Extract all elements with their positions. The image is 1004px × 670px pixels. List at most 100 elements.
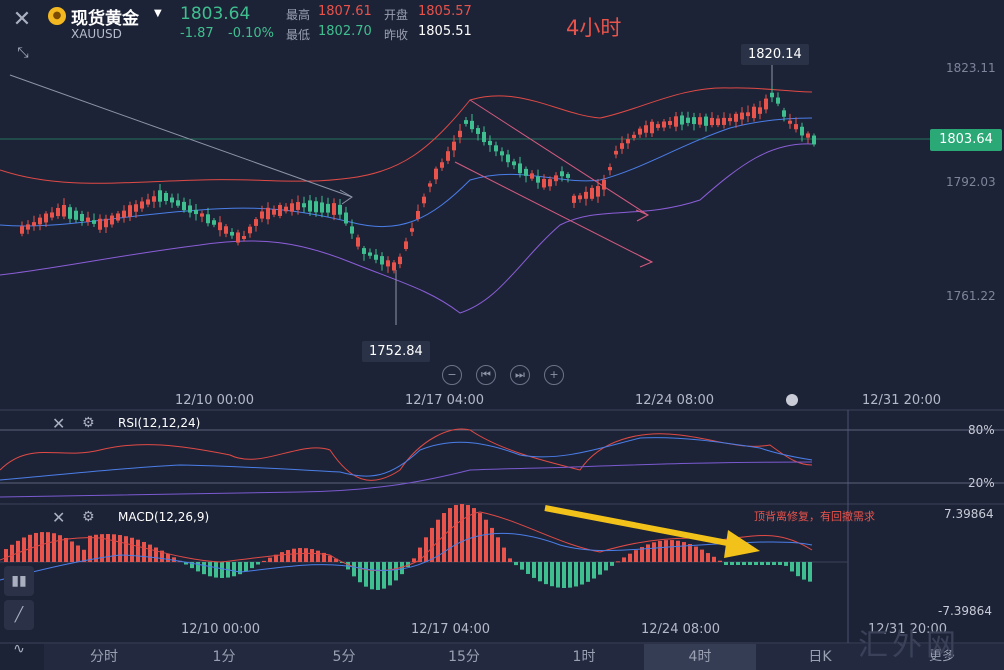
macd-bar [622,557,626,562]
macd-bar [562,562,566,588]
prev-icon[interactable]: ⏮ [476,365,496,385]
macd-bar [370,562,374,590]
macd-dea-line [0,532,813,581]
indicator-icon[interactable]: ∿ [13,641,25,657]
channel-upper-arrowhead [635,209,650,222]
macd-bar [454,505,458,562]
tab-4hour[interactable]: 4时 [644,644,756,670]
macd-bar [640,547,644,562]
macd-bar [616,561,620,563]
next-icon[interactable]: ⏭ [510,365,530,385]
zoom-in-icon[interactable]: + [544,365,564,385]
draw-line-icon[interactable]: ╱ [4,600,34,630]
macd-bar [688,544,692,562]
candle-body [800,126,804,136]
last-price: 1803.64 [180,4,251,24]
instrument-name[interactable]: 现货黄金 [71,9,139,29]
tab-15min[interactable]: 15分 [448,649,480,665]
tab-5min[interactable]: 5分 [332,649,356,665]
macd-bar [262,560,266,562]
tab-1min[interactable]: 1分 [212,649,236,665]
candle-body [548,179,552,187]
candle-body [230,231,234,236]
candle-body [194,209,198,215]
macd-bar [430,527,434,562]
candle-body [218,222,222,231]
macd-bar [382,562,386,589]
close-icon[interactable]: ✕ [12,7,32,32]
macd-bar [364,562,368,587]
candle-body [632,134,636,138]
macd-bar [214,562,218,578]
candle-body [620,143,624,149]
candle-body [272,209,276,215]
trendline-down [9,74,353,198]
tab-daily[interactable]: 日K [808,649,832,665]
price-axis-label: 1761.22 [946,289,996,303]
candle-body [716,118,720,126]
close-rsi-icon[interactable]: ✕ [52,414,66,433]
macd-bar [646,544,650,562]
candle-body [284,206,288,212]
candle-body [674,116,678,127]
macd-upper-label: 7.39864 [944,507,994,521]
macd-bar [484,519,488,562]
macd-bar [604,562,608,571]
macd-annotation: 顶背离修复，有回撤需求 [754,510,875,523]
candle-body [560,171,564,177]
candle-body [362,248,366,254]
settings-icon[interactable]: ⚙ [82,415,95,431]
macd-bar [64,537,68,562]
scroll-handle[interactable] [786,394,798,406]
macd-bar [730,562,734,565]
macd-label: MACD(12,26,9) [118,510,210,524]
macd-bar [796,562,800,577]
candle-body [650,121,654,134]
candle-body [584,191,588,199]
candle-body [56,207,60,217]
candle-body [590,187,594,199]
candle-body [242,235,246,240]
collapse-icon[interactable]: ⤡ [17,45,29,61]
macd-bar [232,562,236,577]
x-axis-label: 12/24 08:00 [635,393,715,408]
macd-bar [802,562,806,580]
tab-1hour[interactable]: 1时 [572,649,596,665]
candle-body [794,124,798,130]
macd-bar [88,535,92,562]
macd-bar [40,532,44,562]
settings-icon[interactable]: ⚙ [82,509,95,525]
macd-bar [16,540,20,562]
macd-bar [508,558,512,562]
macd-lower-label: -7.39864 [938,604,992,618]
candle-body [356,237,360,247]
tab-timeshare[interactable]: 分时 [90,649,118,665]
candle-body [254,219,258,226]
low-marker-tag: 1752.84 [362,341,430,362]
caret-down-icon[interactable]: ▼ [154,8,162,19]
candle-body [38,217,42,225]
macd-bar [118,535,122,562]
candle-style-icon[interactable]: ▮▮ [4,566,34,596]
candle-body [32,222,36,226]
rsi-lower-label: 20% [968,476,995,490]
macd-bar [4,549,8,562]
macd-bar [670,540,674,562]
tab-more[interactable]: 更多 [928,649,955,664]
timeframe-tabs: 分时 1分 5分 15分 1时 4时 日K 更多 [44,644,1004,670]
rsi-line-fast [0,428,813,481]
zoom-out-icon[interactable]: − [442,365,462,385]
candle-body [416,211,420,219]
macd-bar [778,562,782,565]
candle-body [536,176,540,183]
close-macd-icon[interactable]: ✕ [52,508,66,527]
candle-body [734,113,738,122]
candle-body [134,204,138,212]
candle-body [746,112,750,117]
macd-bar [340,562,344,563]
macd-bar [154,547,158,562]
macd-bar [106,534,110,562]
candle-body [122,210,126,218]
macd-bar [334,558,338,562]
